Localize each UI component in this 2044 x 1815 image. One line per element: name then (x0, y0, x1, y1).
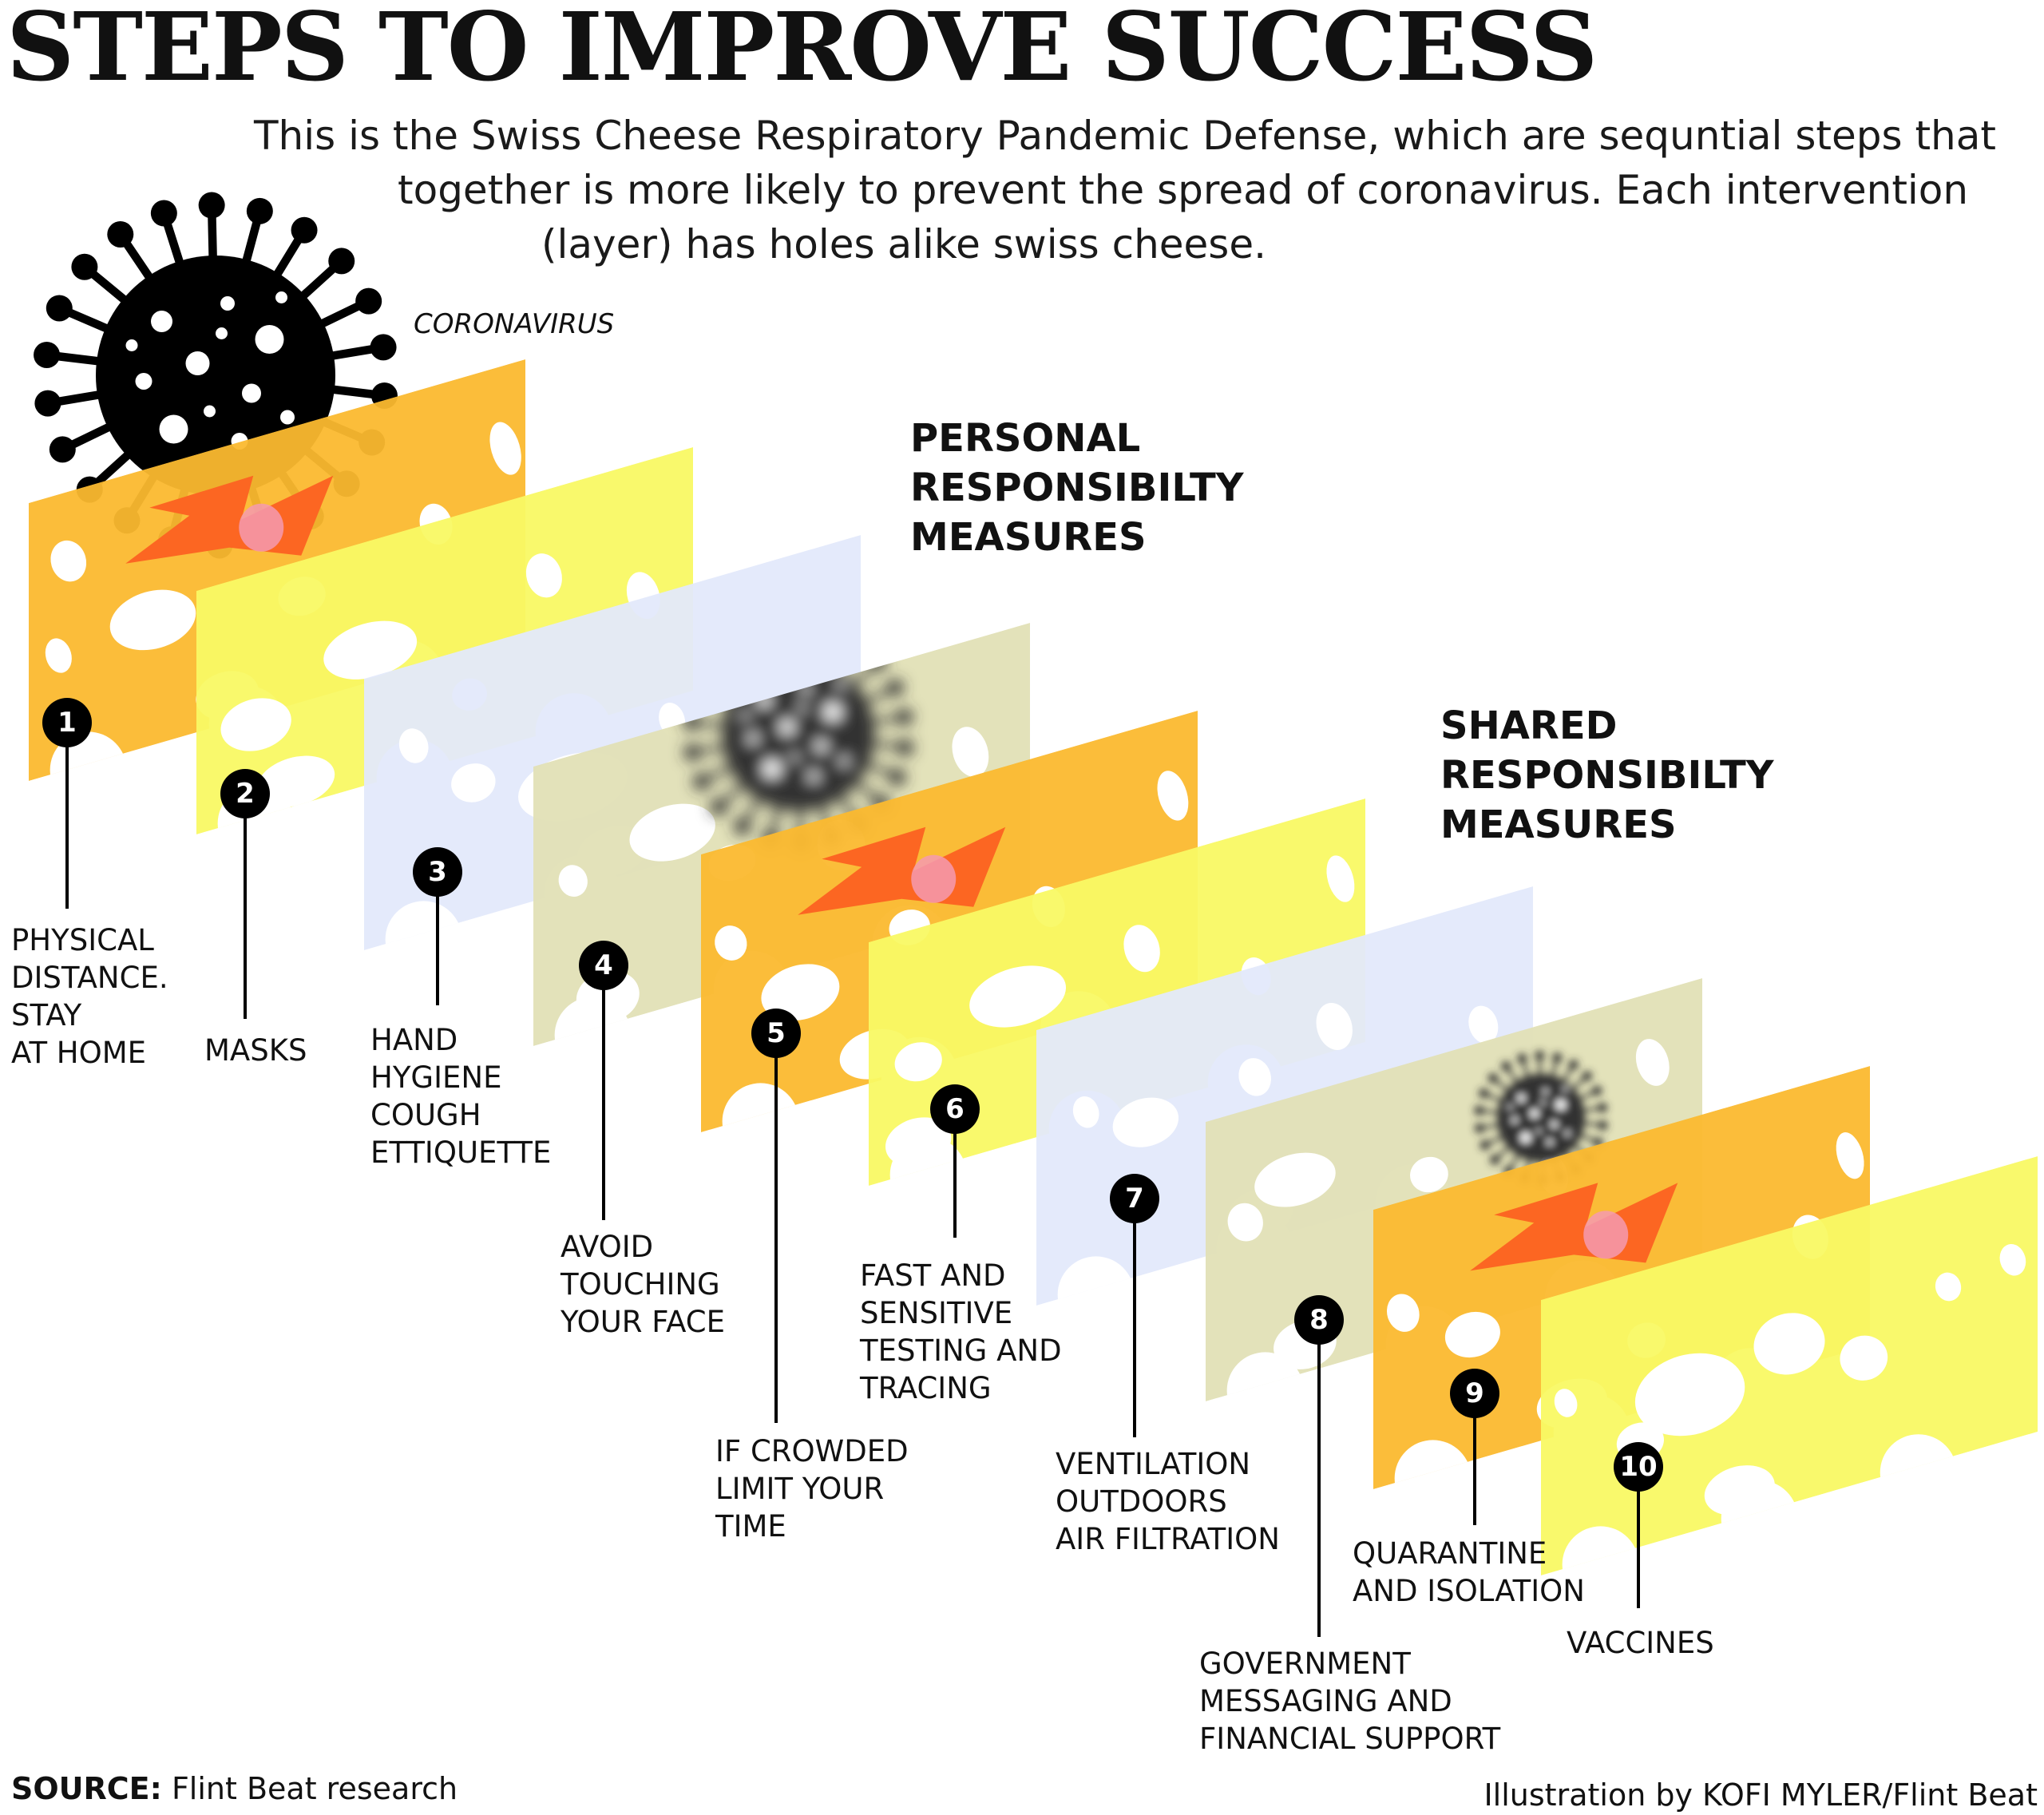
step-8-line: FINANCIAL SUPPORT (1199, 1722, 1501, 1756)
step-8-stem (1317, 1319, 1321, 1637)
step-6-line: FAST AND (860, 1258, 1006, 1293)
step-3-label: HAND HYGIENE COUGH ETTIQUETTE (370, 1021, 551, 1171)
step-7-line: OUTDOORS (1056, 1484, 1227, 1519)
step-8-label: GOVERNMENT MESSAGING AND FINANCIAL SUPPO… (1199, 1645, 1500, 1758)
step-3-stem (436, 871, 439, 1005)
step-2-marker: 2 (220, 769, 270, 818)
step-4-stem (602, 965, 605, 1220)
step-1-line: STAY (11, 998, 82, 1032)
step-4-line: AVOID (561, 1230, 654, 1264)
shared-heading-line: SHARED (1440, 703, 1618, 748)
step-1-stem (65, 721, 69, 909)
step-4-label: AVOID TOUCHING YOUR FACE (561, 1228, 725, 1341)
step-9-stem (1473, 1393, 1476, 1525)
step-8-line: GOVERNMENT (1199, 1647, 1411, 1681)
step-3-line: COUGH (370, 1098, 481, 1132)
step-6-label: FAST AND SENSITIVE TESTING AND TRACING (860, 1257, 1062, 1407)
step-7-line: AIR FILTRATION (1056, 1522, 1280, 1556)
step-2-label: MASKS (204, 1032, 307, 1069)
shared-heading-line: MEASURES (1440, 802, 1677, 847)
step-5-stem (774, 1033, 778, 1423)
personal-heading-line: PERSONAL (910, 416, 1141, 461)
illustration-credit: Illustration by KOFI MYLER/Flint Beat (1483, 1777, 2038, 1813)
coronavirus-label: CORONAVIRUS (414, 308, 615, 340)
step-3-marker: 3 (413, 847, 462, 897)
source-text: Flint Beat research (171, 1771, 458, 1806)
step-1-marker: 1 (42, 698, 92, 747)
step-5-line: LIMIT YOUR (715, 1472, 885, 1506)
step-1-line: PHYSICAL (11, 923, 154, 957)
step-1-line: AT HOME (11, 1036, 147, 1070)
personal-heading-line: RESPONSIBILTY (910, 466, 1244, 510)
arrow-shape (798, 826, 1006, 915)
step-7-stem (1133, 1198, 1136, 1437)
subtitle-line-1: This is the Swiss Cheese Respiratory Pan… (254, 113, 1996, 159)
arrow-shape (125, 475, 334, 564)
step-7-marker: 7 (1110, 1174, 1159, 1223)
step-2-line: MASKS (204, 1033, 307, 1068)
step-8-line: MESSAGING AND (1199, 1684, 1452, 1718)
step-6-line: SENSITIVE (860, 1296, 1013, 1330)
step-4-line: TOUCHING (561, 1267, 720, 1302)
step-4-line: YOUR FACE (561, 1305, 726, 1339)
arrow-shape (1470, 1183, 1678, 1271)
step-5-marker: 5 (751, 1009, 801, 1058)
step-6-line: TRACING (860, 1371, 992, 1405)
source-note: SOURCE: Flint Beat research (11, 1771, 458, 1806)
step-7-line: VENTILATION (1056, 1447, 1251, 1481)
step-8-marker: 8 (1294, 1295, 1344, 1345)
personal-heading-line: MEASURES (910, 515, 1147, 560)
step-9-label: QUARANTINE AND ISOLATION (1353, 1535, 1585, 1610)
step-3-line: ETTIQUETTE (370, 1135, 552, 1170)
step-6-stem (953, 1108, 957, 1238)
source-label: SOURCE: (11, 1771, 162, 1806)
step-5-line: TIME (715, 1509, 786, 1544)
step-7-label: VENTILATION OUTDOORS AIR FILTRATION (1056, 1445, 1280, 1558)
step-10-label: VACCINES (1567, 1624, 1714, 1662)
personal-heading: PERSONAL RESPONSIBILTY MEASURES (910, 414, 1244, 562)
subtitle-line-2: together is more likely to prevent the s… (398, 167, 1969, 213)
step-9-line: QUARANTINE (1353, 1536, 1547, 1571)
step-9-line: AND ISOLATION (1353, 1574, 1585, 1608)
step-3-line: HYGIENE (370, 1060, 502, 1095)
subtitle-line-3: (layer) has holes alike swiss cheese. (541, 221, 1266, 267)
step-1-label: PHYSICAL DISTANCE. STAY AT HOME (11, 921, 168, 1072)
step-6-line: TESTING AND (860, 1334, 1062, 1368)
step-10-marker: 10 (1614, 1442, 1663, 1492)
step-10-stem (1637, 1466, 1640, 1608)
step-3-line: HAND (370, 1023, 458, 1057)
step-9-marker: 9 (1450, 1369, 1499, 1418)
step-2-stem (244, 794, 247, 1019)
step-5-label: IF CROWDED LIMIT YOUR TIME (715, 1433, 909, 1545)
step-10-line: VACCINES (1567, 1626, 1714, 1660)
shared-heading-line: RESPONSIBILTY (1440, 753, 1774, 798)
step-1-line: DISTANCE. (11, 961, 168, 995)
page-title: STEPS TO IMPROVE SUCCESS (6, 0, 1598, 102)
step-5-line: IF CROWDED (715, 1434, 909, 1468)
shared-heading: SHARED RESPONSIBILTY MEASURES (1440, 701, 1774, 850)
step-4-marker: 4 (579, 941, 628, 990)
step-6-marker: 6 (930, 1084, 980, 1134)
